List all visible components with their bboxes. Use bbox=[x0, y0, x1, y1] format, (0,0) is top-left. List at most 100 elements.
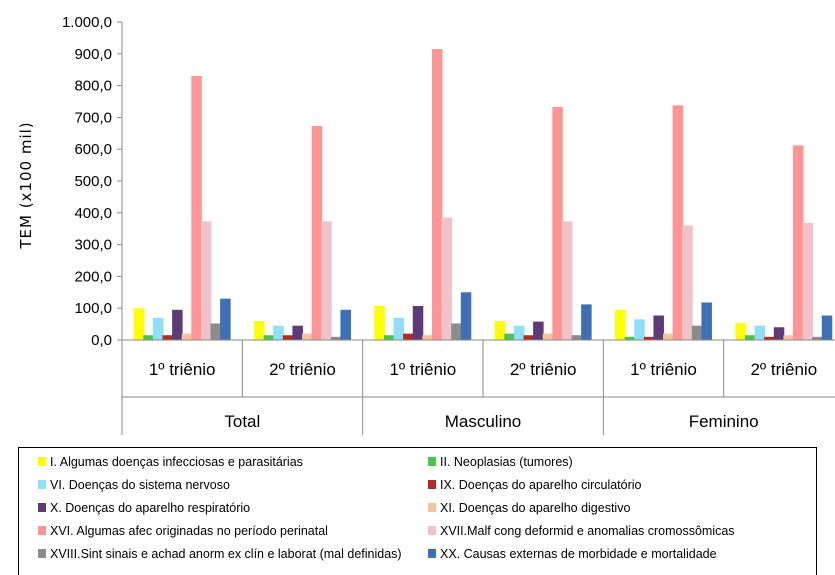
bar bbox=[273, 325, 284, 340]
group-label: Feminino bbox=[689, 412, 759, 431]
legend-swatch bbox=[38, 480, 46, 489]
bar bbox=[460, 292, 472, 340]
legend-label: I. Algumas doenças infecciosas e parasit… bbox=[50, 455, 303, 469]
y-tick-label: 700,0 bbox=[74, 109, 112, 126]
legend-label: XVII.Malf cong deformid e anomalias crom… bbox=[440, 524, 735, 538]
bar bbox=[792, 145, 804, 340]
legend-label: VI. Doenças do sistema nervoso bbox=[50, 478, 230, 492]
bar bbox=[504, 333, 515, 340]
category-label: 2º triênio bbox=[510, 360, 577, 379]
legend-swatch bbox=[428, 549, 436, 558]
bar bbox=[653, 315, 664, 340]
y-tick-label: 400,0 bbox=[74, 205, 112, 222]
bar bbox=[330, 336, 342, 340]
bar bbox=[783, 335, 794, 340]
bar bbox=[263, 335, 275, 340]
bar bbox=[210, 323, 222, 340]
legend-swatch bbox=[38, 549, 46, 558]
legend-box bbox=[18, 447, 817, 575]
bar bbox=[581, 304, 592, 340]
bar bbox=[133, 308, 145, 340]
bar bbox=[200, 221, 212, 340]
legend-label: IX. Doenças do aparelho circulatório bbox=[440, 478, 642, 492]
category-label: 2º triênio bbox=[750, 360, 817, 379]
bar bbox=[282, 335, 294, 340]
legend-label: X. Doenças do aparelho respiratório bbox=[50, 501, 250, 515]
bar bbox=[451, 323, 462, 340]
group-label: Masculino bbox=[445, 412, 522, 431]
bar bbox=[191, 76, 202, 340]
legend: I. Algumas doenças infecciosas e parasit… bbox=[18, 447, 817, 575]
bar bbox=[552, 106, 563, 340]
category-label: 1º triênio bbox=[630, 360, 697, 379]
bar bbox=[821, 315, 833, 340]
bar bbox=[523, 335, 535, 340]
category-labels: 1º triênio 2º triênio 1º triênio 2º triênio… bbox=[149, 360, 817, 431]
category-label: 1º triênio bbox=[389, 360, 456, 379]
bars bbox=[133, 49, 833, 341]
bar bbox=[374, 305, 385, 340]
bar bbox=[172, 309, 183, 340]
bar bbox=[403, 333, 414, 340]
bar bbox=[441, 217, 453, 340]
legend-label: II. Neoplasias (tumores) bbox=[440, 455, 573, 469]
bar bbox=[542, 333, 554, 340]
bar bbox=[162, 335, 174, 340]
y-tick-label: 200,0 bbox=[74, 268, 112, 285]
bar bbox=[773, 327, 785, 340]
bar bbox=[672, 105, 684, 340]
bar bbox=[311, 125, 323, 341]
bar bbox=[513, 325, 525, 340]
y-axis-ticks: 0,0 100,0 200,0 300,0 400,0 500,0 600,0 700,0 80… bbox=[62, 14, 122, 349]
bar bbox=[682, 225, 693, 340]
bar bbox=[143, 335, 154, 340]
bar bbox=[754, 325, 766, 340]
bar bbox=[422, 335, 433, 340]
legend-label: XX. Causas externas de morbidade e morta… bbox=[440, 547, 717, 561]
legend-swatch bbox=[428, 457, 436, 466]
bar bbox=[220, 298, 231, 340]
y-tick-label: 800,0 bbox=[74, 78, 112, 95]
group-label: Total bbox=[224, 412, 260, 431]
bar bbox=[663, 333, 674, 340]
bar bbox=[494, 320, 506, 340]
legend-label: XI. Doenças do aparelho digestivo bbox=[440, 501, 630, 515]
legend-swatch bbox=[38, 457, 46, 466]
bar bbox=[292, 325, 303, 340]
bar bbox=[302, 333, 313, 340]
y-tick-label: 500,0 bbox=[74, 173, 112, 190]
bar bbox=[812, 336, 823, 340]
bar bbox=[321, 221, 332, 340]
y-tick-label: 600,0 bbox=[74, 141, 112, 158]
y-tick-label: 300,0 bbox=[74, 237, 112, 254]
bar bbox=[152, 317, 164, 340]
bar bbox=[181, 333, 193, 340]
legend-label: XVI. Algumas afec originadas no período … bbox=[50, 524, 328, 538]
bar bbox=[571, 335, 583, 340]
bar bbox=[254, 320, 265, 340]
legend-swatch bbox=[428, 526, 436, 535]
bar bbox=[744, 335, 756, 340]
category-label: 2º triênio bbox=[269, 360, 336, 379]
legend-swatch bbox=[428, 503, 436, 512]
y-axis-label: TEM (x100 mil) bbox=[17, 121, 35, 249]
legend-swatch bbox=[428, 480, 436, 489]
bar bbox=[340, 309, 351, 340]
category-label: 1º triênio bbox=[149, 360, 216, 379]
y-tick-label: 900,0 bbox=[74, 46, 112, 63]
bar bbox=[412, 305, 424, 340]
bar bbox=[691, 325, 703, 340]
legend-swatch bbox=[38, 526, 46, 535]
legend-label: XVIII.Sint sinais e achad anorm ex clín … bbox=[50, 547, 402, 561]
bar bbox=[615, 309, 626, 340]
bar bbox=[393, 317, 405, 340]
bar bbox=[533, 321, 544, 340]
y-tick-label: 0,0 bbox=[91, 332, 112, 349]
bar bbox=[802, 222, 814, 340]
bar bbox=[383, 335, 395, 340]
bar bbox=[764, 336, 775, 340]
axes bbox=[121, 22, 835, 435]
bar bbox=[735, 323, 746, 340]
y-tick-label: 1.000,0 bbox=[62, 14, 112, 31]
